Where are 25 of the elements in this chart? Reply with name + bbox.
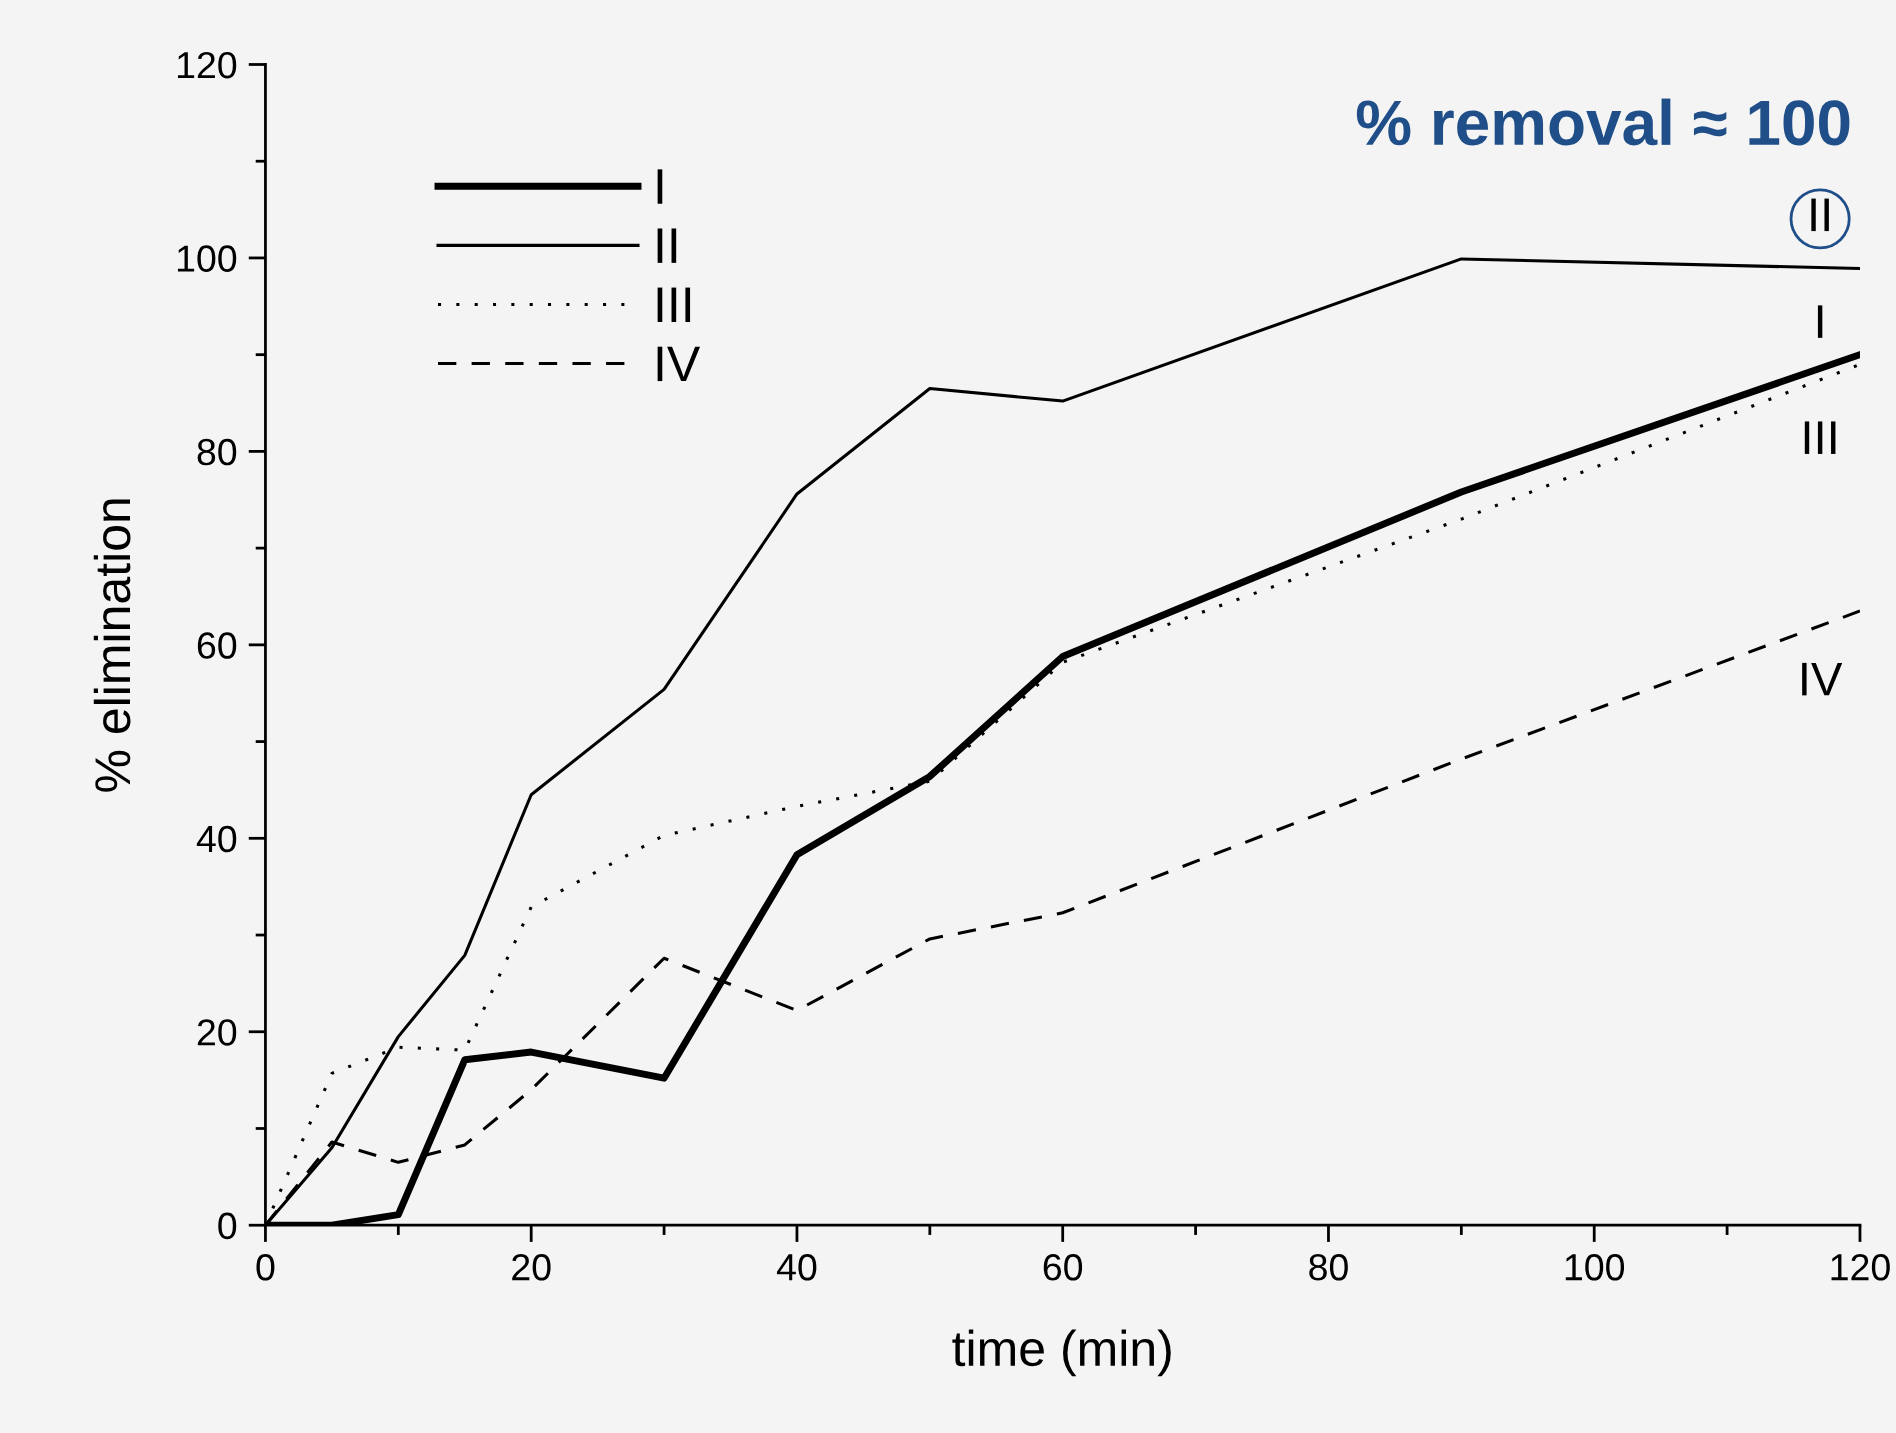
x-tick-label: 60: [1043, 1253, 1083, 1281]
x-tick-label: 80: [1309, 1253, 1348, 1281]
y-tick-label: 80: [197, 438, 237, 466]
annotation: II: [1811, 198, 1829, 232]
legend-label: III: [657, 287, 691, 322]
y-tick-label: 40: [196, 825, 237, 853]
x-tick-label: 0: [256, 1253, 275, 1281]
annotation: III: [1804, 421, 1836, 454]
annotation: I: [1817, 305, 1823, 338]
y-tick-label: 100: [177, 245, 237, 272]
annotation: IV: [1802, 662, 1843, 696]
y-tick-label: 120: [177, 51, 237, 79]
legend-label: II: [657, 228, 677, 263]
y-axis-title: % elimination: [93, 499, 131, 792]
legend-label: IV: [657, 346, 701, 382]
y-tick-label: 20: [197, 1019, 237, 1046]
x-tick-label: 20: [512, 1253, 551, 1281]
y-tick-label: 0: [218, 1212, 237, 1240]
x-tick-label: 40: [776, 1253, 817, 1281]
annotation: % removal ≈ 100: [1356, 98, 1850, 146]
x-tick-label: 120: [1831, 1253, 1890, 1281]
x-axis-title: time (min): [952, 1329, 1171, 1377]
x-tick-label: 100: [1565, 1253, 1625, 1281]
y-tick-label: 60: [197, 632, 237, 659]
legend-label: I: [657, 169, 663, 204]
